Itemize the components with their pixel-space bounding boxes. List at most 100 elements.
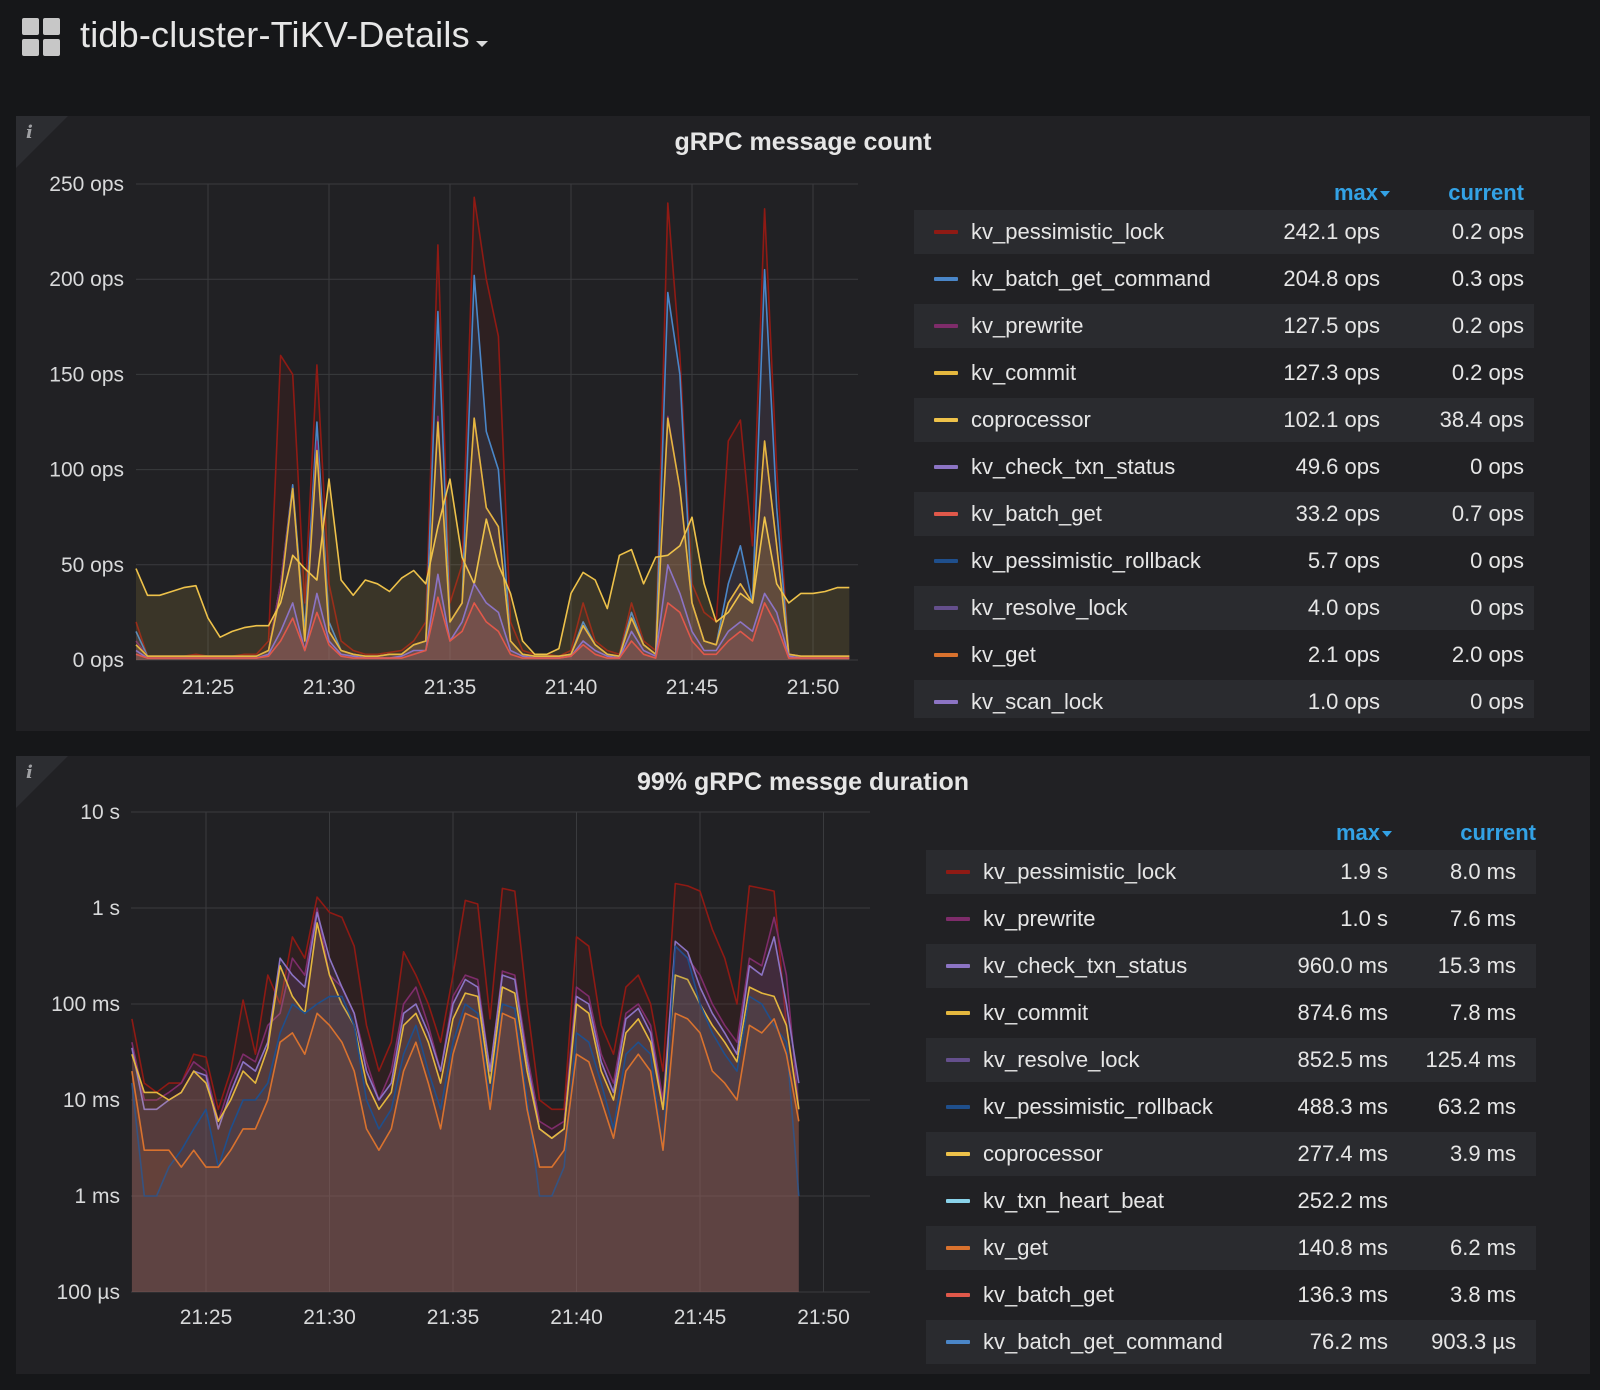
legend-max-value: 2.1 ops <box>1307 642 1380 667</box>
graph-plot[interactable]: 0 ops 50 ops 100 ops 150 ops 200 ops 250 ops 2… <box>16 116 896 731</box>
legend-max-value: 277.4 ms <box>1297 1141 1389 1166</box>
legend-item[interactable]: kv_batch_get_command 204.8 ops 0.3 ops <box>914 257 1534 301</box>
series-line <box>131 1012 800 1168</box>
legend-current-value: 63.2 ms <box>1437 1094 1516 1119</box>
dashboard-grid-icon[interactable] <box>22 18 60 56</box>
legend-max-value: 140.8 ms <box>1297 1235 1389 1260</box>
legend-header-max[interactable]: max <box>1244 180 1390 206</box>
legend-current-value: 3.9 ms <box>1449 1141 1516 1166</box>
series-color-swatch[interactable] <box>934 512 958 516</box>
legend-series-name: kv_commit <box>983 1000 1089 1025</box>
legend-header-max[interactable]: max <box>1246 820 1392 846</box>
info-icon[interactable]: i <box>26 762 33 783</box>
series-color-swatch[interactable] <box>934 653 958 657</box>
legend-item[interactable]: kv_commit 874.6 ms 7.8 ms <box>926 991 1536 1035</box>
series-color-swatch[interactable] <box>946 1293 970 1297</box>
series-color-swatch[interactable] <box>946 1246 970 1250</box>
y-tick-label: 1 ms <box>74 1185 120 1208</box>
series-color-swatch[interactable] <box>934 418 958 422</box>
legend-max-value: 204.8 ops <box>1283 266 1380 291</box>
series-area <box>136 269 850 660</box>
legend-item[interactable]: kv_txn_heart_beat 252.2 ms <box>926 1179 1536 1223</box>
legend-max-value: 852.5 ms <box>1297 1047 1389 1072</box>
legend-max-value: 960.0 ms <box>1297 953 1389 978</box>
legend-item[interactable]: kv_get 2.1 ops 2.0 ops <box>914 633 1534 677</box>
legend-item[interactable]: coprocessor 277.4 ms 3.9 ms <box>926 1132 1536 1176</box>
series-color-swatch[interactable] <box>946 917 970 921</box>
series-color-swatch[interactable] <box>934 324 958 328</box>
legend-current-value: 7.6 ms <box>1449 906 1516 931</box>
legend-item[interactable]: kv_check_txn_status 960.0 ms 15.3 ms <box>926 944 1536 988</box>
legend-max-value: 874.6 ms <box>1297 1000 1389 1025</box>
series-color-swatch[interactable] <box>946 1105 970 1109</box>
legend-max-value: 127.3 ops <box>1283 360 1380 385</box>
series-area <box>136 597 850 660</box>
series-color-swatch[interactable] <box>934 606 958 610</box>
legend-item[interactable]: kv_commit 127.3 ops 0.2 ops <box>914 351 1534 395</box>
series-color-swatch[interactable] <box>934 700 958 704</box>
legend-series-name: kv_check_txn_status <box>971 454 1176 479</box>
legend-series-name: kv_pessimistic_lock <box>971 219 1165 244</box>
series-color-swatch[interactable] <box>934 559 958 563</box>
legend-item[interactable]: kv_batch_get 33.2 ops 0.7 ops <box>914 492 1534 536</box>
legend-item[interactable]: kv_prewrite 127.5 ops 0.2 ops <box>914 304 1534 348</box>
x-tick-label: 21:25 <box>182 676 235 699</box>
series-color-swatch[interactable] <box>946 1011 970 1015</box>
x-tick-label: 21:40 <box>545 676 598 699</box>
series-color-swatch[interactable] <box>946 1152 970 1156</box>
legend-item[interactable]: kv_scan_lock 1.0 ops 0 ops <box>914 680 1534 718</box>
dashboard-title[interactable]: tidb-cluster-TiKV-Details <box>80 14 470 55</box>
legend-max-value: 1.9 s <box>1340 859 1388 884</box>
info-icon[interactable]: i <box>26 122 33 143</box>
legend-item[interactable]: kv_resolve_lock 852.5 ms 125.4 ms <box>926 1038 1536 1082</box>
legend-max-value: 136.3 ms <box>1297 1282 1389 1307</box>
legend-item[interactable]: kv_pessimistic_lock 1.9 s 8.0 ms <box>926 850 1536 894</box>
series-color-swatch[interactable] <box>946 1199 970 1203</box>
legend-max-value: 33.2 ops <box>1295 501 1380 526</box>
legend-series-name: kv_batch_get_command <box>983 1329 1223 1354</box>
panel-corner <box>16 116 68 168</box>
legend-max-value: 76.2 ms <box>1309 1329 1388 1354</box>
y-tick-label: 100 µs <box>57 1281 120 1304</box>
legend-item[interactable]: kv_batch_get 136.3 ms 3.8 ms <box>926 1273 1536 1317</box>
legend-header-current[interactable]: current <box>1448 180 1524 205</box>
legend-series-name: kv_batch_get <box>983 1282 1114 1307</box>
graph-plot[interactable]: 100 µs 1 ms 10 ms 100 ms 1 s 10 s 21:25 21:30 21… <box>16 756 911 1374</box>
series-color-swatch[interactable] <box>946 964 970 968</box>
legend-item[interactable]: kv_pessimistic_lock 242.1 ops 0.2 ops <box>914 210 1534 254</box>
panel-title[interactable]: 99% gRPC messge duration <box>636 768 970 796</box>
legend-series-name: kv_prewrite <box>971 313 1084 338</box>
graph-legend: max current kv_pessimistic_lock 1.9 s 8.0 … <box>926 818 1566 1366</box>
legend-current-value: 8.0 ms <box>1449 859 1516 884</box>
dashboard-header: tidb-cluster-TiKV-Details <box>0 0 1600 80</box>
legend-item[interactable]: kv_check_txn_status 49.6 ops 0 ops <box>914 445 1534 489</box>
series-area <box>136 564 850 660</box>
legend-header-current[interactable]: current <box>1460 820 1536 845</box>
x-tick-label: 21:50 <box>797 1306 850 1329</box>
y-tick-label: 10 ms <box>63 1089 120 1112</box>
legend-item[interactable]: coprocessor 102.1 ops 38.4 ops <box>914 398 1534 442</box>
legend-item[interactable]: kv_pessimistic_rollback 488.3 ms 63.2 ms <box>926 1085 1536 1129</box>
series-color-swatch[interactable] <box>946 1340 970 1344</box>
series-color-swatch[interactable] <box>946 1058 970 1062</box>
legend-series-name: kv_batch_get <box>971 501 1102 526</box>
series-color-swatch[interactable] <box>946 870 970 874</box>
panel-grpc-message-count: i gRPC message count 0 ops 50 ops 100 ops 1… <box>16 116 1590 731</box>
series-line <box>131 911 800 1140</box>
legend-current-value: 38.4 ops <box>1439 407 1524 432</box>
legend-current-value: 125.4 ms <box>1425 1047 1517 1072</box>
legend-item[interactable]: kv_pessimistic_rollback 5.7 ops 0 ops <box>914 539 1534 583</box>
legend-series-name: coprocessor <box>983 1141 1103 1166</box>
series-color-swatch[interactable] <box>934 277 958 281</box>
legend-item[interactable]: kv_resolve_lock 4.0 ops 0 ops <box>914 586 1534 630</box>
legend-item[interactable]: kv_prewrite 1.0 s 7.6 ms <box>926 897 1536 941</box>
legend-item[interactable]: kv_get 140.8 ms 6.2 ms <box>926 1226 1536 1270</box>
series-color-swatch[interactable] <box>934 465 958 469</box>
legend-current-value: 0.7 ops <box>1451 501 1524 526</box>
series-color-swatch[interactable] <box>934 371 958 375</box>
legend-item[interactable]: kv_batch_get_command 76.2 ms 903.3 µs <box>926 1320 1536 1364</box>
legend-series-name: kv_commit <box>971 360 1077 385</box>
panel-title[interactable]: gRPC message count <box>674 128 932 156</box>
series-color-swatch[interactable] <box>934 230 958 234</box>
chevron-down-icon[interactable] <box>476 41 488 47</box>
